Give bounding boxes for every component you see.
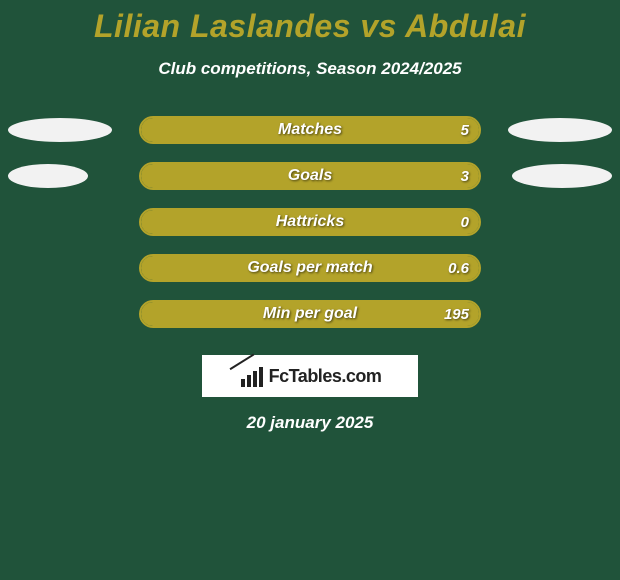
- stat-bar: Goals3: [139, 162, 481, 190]
- stat-row: Min per goal195: [0, 291, 620, 337]
- left-ellipse: [8, 164, 88, 188]
- stat-row: Goals per match0.6: [0, 245, 620, 291]
- stat-row: Matches5: [0, 107, 620, 153]
- stat-bar: Goals per match0.6: [139, 254, 481, 282]
- stat-bar: Min per goal195: [139, 300, 481, 328]
- barchart-icon: [239, 365, 265, 387]
- stat-bar: Hattricks0: [139, 208, 481, 236]
- right-ellipse: [512, 164, 612, 188]
- logo-text: FcTables.com: [269, 366, 382, 387]
- stat-bar-fill: [141, 118, 479, 142]
- stat-bar-fill: [141, 302, 479, 326]
- stats-area: Matches5 Goals3 Hattricks0 Goals per match0…: [0, 107, 620, 337]
- stat-bar: Matches5: [139, 116, 481, 144]
- stat-row: Goals3: [0, 153, 620, 199]
- logo-box: FcTables.com: [202, 355, 418, 397]
- stat-bar-fill: [141, 256, 479, 280]
- right-ellipse: [508, 118, 612, 142]
- date-line: 20 january 2025: [0, 413, 620, 433]
- stat-bar-fill: [141, 210, 479, 234]
- subtitle: Club competitions, Season 2024/2025: [0, 59, 620, 79]
- stat-row: Hattricks0: [0, 199, 620, 245]
- left-ellipse: [8, 118, 112, 142]
- infographic-container: Lilian Laslandes vs Abdulai Club competi…: [0, 0, 620, 580]
- stat-bar-fill: [141, 164, 479, 188]
- page-title: Lilian Laslandes vs Abdulai: [0, 0, 620, 45]
